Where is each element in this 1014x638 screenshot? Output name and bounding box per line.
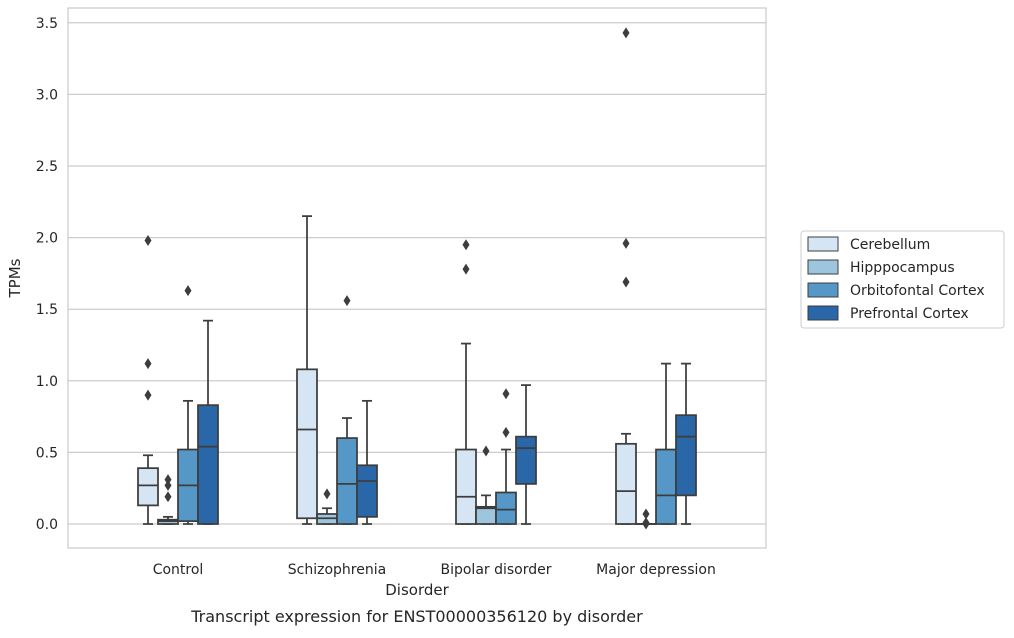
y-tick-label: 0.5 bbox=[36, 445, 58, 461]
box-iqr bbox=[496, 492, 516, 524]
legend-swatch bbox=[808, 260, 838, 274]
box-group bbox=[616, 27, 696, 529]
y-axis-label: TPMs bbox=[6, 258, 24, 298]
outlier-point bbox=[623, 276, 630, 287]
box-group bbox=[456, 239, 536, 524]
outlier-point bbox=[463, 239, 470, 250]
outlier-point bbox=[145, 358, 152, 369]
x-tick-label: Bipolar disorder bbox=[440, 562, 551, 578]
box-iqr bbox=[337, 438, 357, 524]
legend: Cerebellum Hipppocampus Orbitofontal Corte… bbox=[801, 231, 1004, 328]
y-tick-label: 3.0 bbox=[36, 87, 58, 103]
box-group bbox=[297, 216, 377, 524]
box-iqr bbox=[297, 369, 317, 518]
x-axis-label: Disorder bbox=[385, 581, 449, 599]
legend-label: Orbitofontal Cortex bbox=[850, 283, 985, 299]
outlier-point bbox=[145, 390, 152, 401]
box-group bbox=[138, 235, 218, 524]
box-iqr bbox=[616, 444, 636, 524]
legend-swatch bbox=[808, 306, 838, 320]
x-tick-label: Schizophrenia bbox=[288, 562, 386, 578]
y-tick-label: 0.0 bbox=[36, 517, 58, 533]
box-iqr bbox=[476, 507, 496, 524]
outlier-point bbox=[344, 295, 351, 306]
y-tick-label: 2.5 bbox=[36, 159, 58, 175]
box-iqr bbox=[516, 437, 536, 484]
y-tick-labels: 0.0 0.5 1.0 1.5 2.0 2.5 3.0 3.5 bbox=[36, 16, 58, 533]
outlier-point bbox=[503, 388, 510, 399]
box-iqr bbox=[676, 415, 696, 495]
box-iqr bbox=[456, 450, 476, 524]
legend-swatch bbox=[808, 283, 838, 297]
y-tick-label: 1.0 bbox=[36, 374, 58, 390]
outlier-point bbox=[324, 488, 331, 499]
outlier-point bbox=[185, 285, 192, 296]
outlier-point bbox=[463, 264, 470, 275]
legend-swatch bbox=[808, 237, 838, 251]
legend-label: Hipppocampus bbox=[850, 260, 955, 276]
outlier-point bbox=[145, 235, 152, 246]
chart-caption: Transcript expression for ENST0000035612… bbox=[190, 607, 643, 626]
x-tick-label: Control bbox=[153, 562, 204, 578]
box-iqr bbox=[198, 405, 218, 524]
box-iqr bbox=[656, 450, 676, 524]
outlier-point bbox=[165, 491, 172, 502]
outlier-point bbox=[623, 27, 630, 38]
y-tick-label: 1.5 bbox=[36, 302, 58, 318]
legend-label: Prefrontal Cortex bbox=[850, 306, 969, 322]
x-tick-label: Major depression bbox=[596, 562, 716, 578]
box-iqr bbox=[138, 468, 158, 505]
outlier-point bbox=[165, 474, 172, 485]
y-tick-label: 2.0 bbox=[36, 231, 58, 247]
box-iqr bbox=[357, 465, 377, 517]
x-tick-labels: Control Schizophrenia Bipolar disorder Majo… bbox=[153, 562, 716, 578]
legend-label: Cerebellum bbox=[850, 237, 930, 253]
outlier-point bbox=[623, 238, 630, 249]
outlier-point bbox=[643, 508, 650, 519]
box-groups bbox=[138, 27, 696, 529]
outlier-point bbox=[483, 445, 490, 456]
outlier-point bbox=[503, 427, 510, 438]
y-tick-label: 3.5 bbox=[36, 16, 58, 32]
